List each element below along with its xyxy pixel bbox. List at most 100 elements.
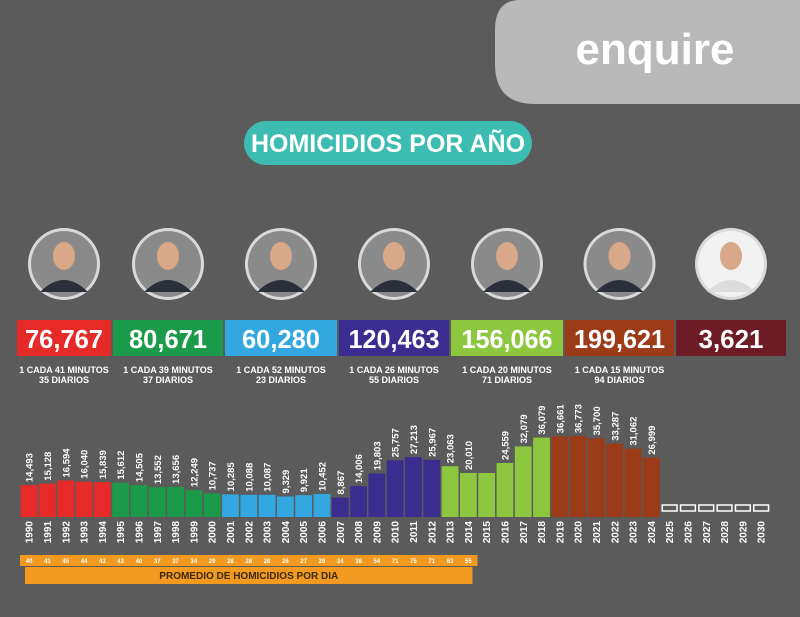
portrait-body: [144, 280, 192, 292]
bar: [459, 472, 477, 517]
value-label: 36,661: [555, 404, 566, 434]
x-tick-label: 2028: [720, 521, 731, 544]
bar: [39, 483, 56, 517]
bar: [588, 438, 605, 517]
x-tick-label: 2011: [409, 521, 420, 543]
x-tick-label: 2009: [372, 521, 383, 544]
bar: [350, 486, 367, 517]
portrait-face: [53, 242, 75, 270]
bar: [203, 493, 221, 517]
daily-value: 55: [465, 559, 472, 565]
total-box: [113, 320, 223, 356]
bar: [112, 482, 130, 517]
daily-value: 40: [136, 559, 143, 565]
daily-value: 43: [117, 559, 124, 565]
total: 60,280: [242, 324, 320, 354]
caption: 23 DIARIOS: [256, 375, 306, 385]
bar: [93, 482, 111, 517]
daily-value: 29: [209, 559, 216, 565]
total-box: [339, 320, 449, 356]
empty-slot: [661, 504, 678, 512]
bar: [514, 446, 532, 517]
logo: enquire: [576, 25, 735, 74]
x-tick-label: 1999: [189, 521, 200, 544]
value-label: 8,867: [336, 471, 347, 495]
portrait-face: [270, 242, 292, 270]
x-tick-label: 2000: [208, 521, 219, 544]
value-label: 36,773: [574, 404, 585, 433]
x-tick-label: 2025: [665, 521, 676, 544]
bar: [295, 495, 313, 517]
title-pill: [244, 121, 532, 165]
value-label: 15,612: [116, 451, 127, 480]
x-tick-label: 2020: [574, 521, 585, 544]
x-tick-label: 1998: [171, 521, 182, 544]
x-tick-label: 1997: [153, 521, 164, 544]
x-tick-label: 1993: [80, 521, 91, 544]
title: HOMICIDIOS POR AÑO: [251, 128, 525, 158]
x-tick-label: 2018: [537, 521, 548, 544]
daily-value: 63: [447, 559, 454, 565]
value-label: 14,006: [354, 454, 365, 483]
value-label: 32,079: [519, 414, 530, 443]
x-tick-label: 1996: [134, 521, 145, 544]
caption: 94 DIARIOS: [594, 375, 644, 385]
bar: [185, 490, 203, 517]
x-tick-label: 2023: [629, 521, 640, 544]
daily-value: 28: [245, 559, 252, 565]
daily-value: 71: [428, 559, 435, 565]
portrait-body: [707, 280, 755, 292]
caption: 1 CADA 52 MINUTOS: [236, 365, 326, 375]
bar: [551, 436, 569, 517]
value-label: 24,559: [500, 431, 511, 460]
daily-label-box: [25, 567, 473, 584]
x-tick-label: 2005: [299, 521, 310, 544]
x-tick-label: 2024: [647, 521, 658, 544]
daily-value: 26: [282, 559, 289, 565]
value-label: 16,594: [61, 448, 72, 478]
value-label: 20,010: [464, 441, 475, 470]
bar: [75, 481, 93, 517]
x-tick-label: 1995: [116, 521, 127, 544]
total: 76,767: [25, 324, 103, 354]
value-label: 26,999: [647, 426, 658, 455]
bar: [20, 485, 38, 517]
bar: [258, 494, 276, 517]
portrait-face: [608, 242, 631, 270]
value-label: 25,757: [391, 428, 402, 457]
x-tick-label: 2006: [317, 521, 328, 544]
x-tick-label: 2002: [244, 521, 255, 544]
value-label: 35,700: [592, 406, 603, 435]
daily-value: 27: [300, 559, 307, 565]
total-box: [17, 320, 111, 356]
portrait-body: [257, 280, 305, 292]
bar: [569, 436, 587, 517]
bar: [496, 462, 514, 517]
bar: [276, 496, 294, 517]
empty-slot: [716, 504, 733, 512]
bar: [624, 448, 642, 517]
x-tick-label: 1992: [61, 521, 72, 544]
total-box: [451, 320, 563, 356]
bar: [386, 460, 404, 517]
x-tick-label: 2029: [738, 521, 749, 544]
portrait-body: [370, 280, 418, 292]
portrait-body: [595, 280, 644, 292]
bar: [405, 457, 422, 517]
caption: 1 CADA 15 MINUTOS: [575, 365, 665, 375]
caption: 37 DIARIOS: [143, 375, 193, 385]
value-label: 13,656: [171, 455, 182, 484]
x-tick-label: 2030: [757, 521, 768, 544]
empty-slot: [698, 504, 715, 512]
daily-value: 24: [337, 559, 344, 565]
x-tick-label: 2015: [482, 521, 493, 544]
x-tick-label: 2019: [555, 521, 566, 544]
daily-value: 54: [374, 559, 381, 565]
daily-label: PROMEDIO DE HOMICIDIOS POR DIA: [159, 571, 338, 582]
total: 199,621: [574, 324, 665, 354]
caption: 35 DIARIOS: [39, 375, 89, 385]
x-tick-label: 2003: [263, 521, 274, 544]
logo-tab: [495, 0, 800, 104]
daily-value: 38: [355, 559, 362, 565]
daily-value: 28: [227, 559, 234, 565]
